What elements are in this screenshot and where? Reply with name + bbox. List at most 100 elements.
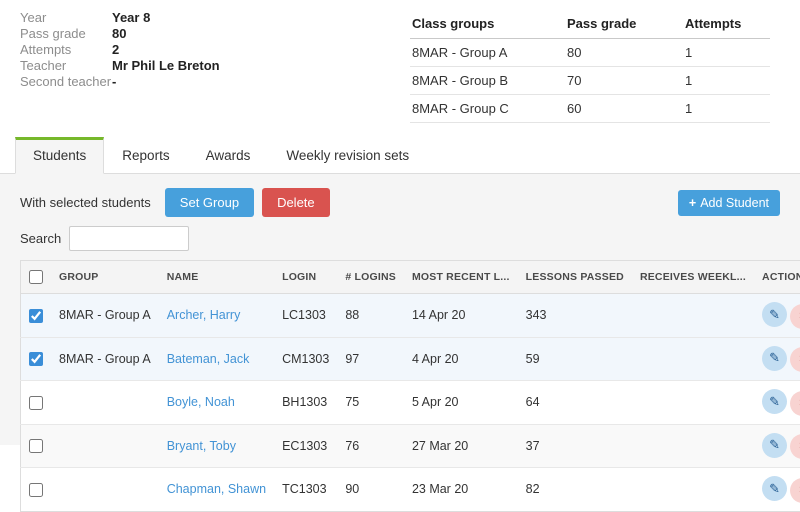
student-group: 8MAR - Group A xyxy=(51,294,159,338)
group-pass-grade: 60 xyxy=(565,95,683,123)
student-receives-weekly xyxy=(632,468,754,512)
group-attempts: 1 xyxy=(683,39,770,67)
student-login: LC1303 xyxy=(274,294,337,338)
info-label: Attempts xyxy=(20,42,112,58)
info-row-teacher: Teacher Mr Phil Le Breton xyxy=(20,58,220,74)
remove-student-button[interactable]: ✕ xyxy=(790,304,800,329)
group-name: 8MAR - Group B xyxy=(410,67,565,95)
student-lessons-passed: 37 xyxy=(518,424,632,468)
student-group xyxy=(51,381,159,425)
remove-student-button[interactable]: ✕ xyxy=(790,478,800,503)
students-header-receives-weekly: RECEIVES WEEKL... xyxy=(632,261,754,294)
edit-student-button[interactable]: ✎ xyxy=(762,476,787,501)
student-group xyxy=(51,468,159,512)
student-login: BH1303 xyxy=(274,381,337,425)
tab-weekly-revision-sets[interactable]: Weekly revision sets xyxy=(268,137,427,174)
edit-student-button[interactable]: ✎ xyxy=(762,433,787,458)
student-num-logins: 76 xyxy=(337,424,404,468)
student-name-link[interactable]: Bryant, Toby xyxy=(167,439,236,453)
remove-student-button[interactable]: ✕ xyxy=(790,347,800,372)
row-checkbox[interactable] xyxy=(29,439,43,453)
students-header-login: LOGIN xyxy=(274,261,337,294)
class-group-row: 8MAR - Group A 80 1 xyxy=(410,39,770,67)
row-checkbox[interactable] xyxy=(29,396,43,410)
student-login: CM1303 xyxy=(274,337,337,381)
tab-reports[interactable]: Reports xyxy=(104,137,187,174)
class-group-row: 8MAR - Group C 60 1 xyxy=(410,95,770,123)
student-lessons-passed: 343 xyxy=(518,294,632,338)
info-label: Pass grade xyxy=(20,26,112,42)
student-group: 8MAR - Group A xyxy=(51,337,159,381)
set-group-button[interactable]: Set Group xyxy=(165,188,254,217)
pencil-icon: ✎ xyxy=(769,350,780,366)
student-lessons-passed: 82 xyxy=(518,468,632,512)
student-most-recent: 14 Apr 20 xyxy=(404,294,518,338)
group-attempts: 1 xyxy=(683,67,770,95)
class-groups-header-row: Class groups Pass grade Attempts xyxy=(410,12,770,39)
info-row-year: Year Year 8 xyxy=(20,10,220,26)
remove-student-button[interactable]: ✕ xyxy=(790,434,800,459)
toolbar: With selected students Set Group Delete … xyxy=(20,188,780,217)
students-header-logins: # LOGINS xyxy=(337,261,404,294)
edit-student-button[interactable]: ✎ xyxy=(762,302,787,327)
tab-awards[interactable]: Awards xyxy=(188,137,269,174)
edit-student-button[interactable]: ✎ xyxy=(762,389,787,414)
student-login: TC1303 xyxy=(274,468,337,512)
class-info-list: Year Year 8 Pass grade 80 Attempts 2 Tea… xyxy=(20,8,220,123)
row-checkbox[interactable] xyxy=(29,352,43,366)
student-most-recent: 5 Apr 20 xyxy=(404,381,518,425)
group-pass-grade: 70 xyxy=(565,67,683,95)
search-row: Search xyxy=(20,226,780,251)
student-row: 8MAR - Group A Bateman, Jack CM1303 97 4… xyxy=(21,337,800,381)
add-student-button[interactable]: + Add Student xyxy=(678,190,780,216)
with-selected-label: With selected students xyxy=(20,195,151,210)
student-name-link[interactable]: Archer, Harry xyxy=(167,308,241,322)
group-attempts: 1 xyxy=(683,95,770,123)
row-checkbox[interactable] xyxy=(29,309,43,323)
student-lessons-passed: 64 xyxy=(518,381,632,425)
row-checkbox[interactable] xyxy=(29,483,43,497)
remove-student-button[interactable]: ✕ xyxy=(790,391,800,416)
top-summary: Year Year 8 Pass grade 80 Attempts 2 Tea… xyxy=(0,0,800,123)
student-num-logins: 97 xyxy=(337,337,404,381)
search-input[interactable] xyxy=(69,226,189,251)
student-login: EC1303 xyxy=(274,424,337,468)
students-header-lessons-passed: LESSONS PASSED xyxy=(518,261,632,294)
student-name-link[interactable]: Boyle, Noah xyxy=(167,395,235,409)
class-group-row: 8MAR - Group B 70 1 xyxy=(410,67,770,95)
info-value: - xyxy=(112,74,116,90)
pencil-icon: ✎ xyxy=(769,394,780,410)
tab-students[interactable]: Students xyxy=(15,137,104,174)
student-row: Bryant, Toby EC1303 76 27 Mar 20 37 ✎✕ xyxy=(21,424,800,468)
edit-student-button[interactable]: ✎ xyxy=(762,346,787,371)
student-row: Boyle, Noah BH1303 75 5 Apr 20 64 ✎✕ xyxy=(21,381,800,425)
info-row-pass-grade: Pass grade 80 xyxy=(20,26,220,42)
group-name: 8MAR - Group A xyxy=(410,39,565,67)
student-name-link[interactable]: Bateman, Jack xyxy=(167,352,250,366)
info-value: 80 xyxy=(112,26,126,42)
info-value: Mr Phil Le Breton xyxy=(112,58,220,74)
student-receives-weekly xyxy=(632,294,754,338)
students-header-most-recent: MOST RECENT L... xyxy=(404,261,518,294)
pencil-icon: ✎ xyxy=(769,307,780,323)
students-header-name: NAME xyxy=(159,261,274,294)
pencil-icon: ✎ xyxy=(769,481,780,497)
student-most-recent: 27 Mar 20 xyxy=(404,424,518,468)
group-pass-grade: 80 xyxy=(565,39,683,67)
info-label: Teacher xyxy=(20,58,112,74)
student-row: Chapman, Shawn TC1303 90 23 Mar 20 82 ✎✕ xyxy=(21,468,800,512)
student-name-link[interactable]: Chapman, Shawn xyxy=(167,482,266,496)
select-all-checkbox[interactable] xyxy=(29,270,43,284)
student-receives-weekly xyxy=(632,381,754,425)
class-groups-table: Class groups Pass grade Attempts 8MAR - … xyxy=(410,12,770,123)
student-num-logins: 90 xyxy=(337,468,404,512)
plus-icon: + xyxy=(689,196,696,210)
add-student-label: Add Student xyxy=(700,196,769,210)
students-header-group: GROUP xyxy=(51,261,159,294)
info-value: 2 xyxy=(112,42,119,58)
delete-button[interactable]: Delete xyxy=(262,188,330,217)
info-row-attempts: Attempts 2 xyxy=(20,42,220,58)
student-most-recent: 4 Apr 20 xyxy=(404,337,518,381)
student-receives-weekly xyxy=(632,424,754,468)
student-row: 8MAR - Group A Archer, Harry LC1303 88 1… xyxy=(21,294,800,338)
